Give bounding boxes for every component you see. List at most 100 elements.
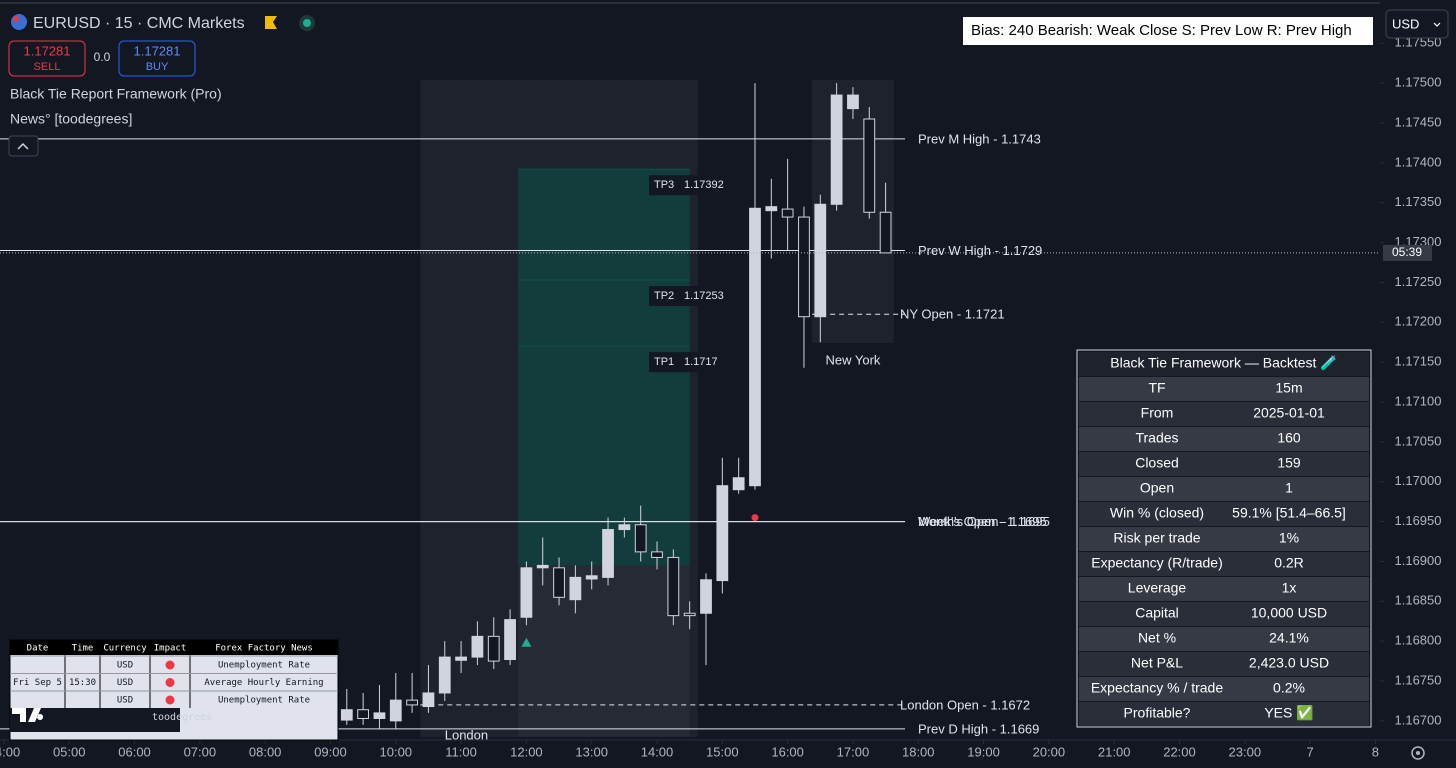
level-label: Prev D High - 1.1669	[918, 721, 1039, 736]
backtest-title-bg	[1079, 352, 1369, 376]
candle-body	[471, 635, 484, 658]
candle-body	[863, 118, 876, 213]
candle-body	[406, 699, 418, 706]
indicator-name[interactable]: Black Tie Report Framework (Pro)	[10, 86, 222, 102]
news-cell: Unemployment Rate	[218, 696, 310, 706]
indicator-name[interactable]: News° [toodegrees]	[10, 111, 132, 127]
backtest-value: 10,000 USD	[1251, 605, 1327, 621]
y-tick-label: 1.17500	[1395, 75, 1442, 90]
x-tick-label: 07:00	[184, 744, 217, 759]
chevron-icon	[17, 142, 29, 150]
sell-signal	[751, 514, 759, 522]
status-dot	[303, 19, 311, 27]
backtest-label: Open	[1140, 480, 1174, 496]
settings-icon	[1416, 751, 1420, 755]
price-axis	[1380, 0, 1456, 768]
level-label: Month's Open - 1.1695	[918, 514, 1050, 529]
y-tick-label: 1.17450	[1395, 114, 1442, 129]
backtest-label: Risk per trade	[1113, 530, 1200, 546]
x-tick-label: 09:00	[314, 744, 347, 759]
backtest-row	[1079, 402, 1369, 426]
candle-body	[373, 712, 386, 719]
plot-area	[0, 79, 1380, 737]
backtest-row	[1079, 377, 1369, 401]
backtest-title: Black Tie Framework — Backtest 🧪	[1110, 355, 1338, 372]
symbol-title: EURUSD · 15 · CMC Markets	[33, 15, 245, 32]
bias-text: Bias: 240 Bearish: Weak Close S: Prev Lo…	[971, 22, 1352, 39]
symbol-logo	[11, 14, 27, 30]
sell-label[interactable]: SELL	[34, 61, 61, 73]
x-tick-label: 12:00	[510, 744, 543, 759]
x-tick-label: 8	[1372, 744, 1379, 759]
y-tick-label: 1.16850	[1395, 593, 1442, 608]
y-tick-label: 1.17150	[1395, 354, 1442, 369]
backtest-value: 59.1% [51.4–66.5]	[1232, 505, 1346, 521]
backtest-row	[1079, 627, 1369, 651]
y-tick-label: 1.17350	[1395, 194, 1442, 209]
target-price: 1.17392	[684, 179, 724, 191]
target-tag	[649, 286, 729, 307]
backtest-value: 159	[1277, 455, 1301, 471]
candle-body	[553, 567, 565, 598]
buy-price[interactable]: 1.17281	[134, 43, 181, 58]
backtest-label: Win % (closed)	[1110, 505, 1204, 521]
axes: 1.16700 1.16750 1.16800 1.16850 1.16900 1.169…	[0, 35, 1442, 760]
backtest-value: 1%	[1279, 530, 1299, 546]
target-name: TP3	[654, 179, 674, 191]
backtest-row	[1079, 477, 1369, 501]
candle-body	[814, 203, 827, 318]
x-tick-label: 19:00	[967, 744, 1000, 759]
dropdown-icon	[1433, 22, 1441, 27]
session-label: London	[445, 727, 488, 742]
countdown: 05:39	[1392, 245, 1422, 259]
backtest-row	[1079, 427, 1369, 451]
news-watermark: toodegrees	[152, 712, 212, 723]
x-tick-label: 21:00	[1098, 744, 1131, 759]
candle-body	[700, 579, 712, 614]
candle-body	[765, 206, 778, 212]
sell-button[interactable]	[8, 40, 86, 77]
backtest-value: 15m	[1275, 380, 1302, 396]
overlays: Prev M High - 1.1743 Prev W High - 1.1729…	[9, 131, 1372, 742]
news-header-bg	[10, 640, 338, 655]
candle-body	[879, 211, 892, 254]
stop-zone	[518, 565, 690, 737]
buy-label[interactable]: BUY	[146, 61, 169, 73]
candle-body	[618, 524, 631, 531]
news-header: Date	[27, 644, 49, 654]
y-tick-label: 1.16900	[1395, 553, 1442, 568]
candle-body	[634, 524, 647, 553]
buy-button[interactable]	[118, 40, 196, 77]
level-label: NY Open - 1.1721	[900, 307, 1005, 322]
backtest-label: Net %	[1138, 630, 1176, 646]
candle-body	[830, 94, 843, 205]
candle-body	[716, 485, 729, 582]
currency-label[interactable]: USD	[1392, 16, 1419, 31]
candle-body	[389, 699, 402, 722]
backtest-label: Capital	[1135, 605, 1179, 621]
x-tick-label: 18:00	[902, 744, 935, 759]
target-tag	[649, 175, 729, 196]
x-tick-label: 13:00	[575, 744, 608, 759]
candle-body	[487, 635, 500, 662]
x-tick-label: 20:00	[1033, 744, 1066, 759]
backtest-row	[1079, 677, 1369, 701]
news-header: Time	[72, 644, 94, 654]
candle-body	[781, 208, 794, 218]
news-header: Forex Factory News	[215, 644, 313, 654]
level-label: Prev W High - 1.1729	[918, 243, 1042, 258]
target-name: TP1	[654, 356, 674, 368]
collapse-button[interactable]	[8, 135, 39, 157]
backtest-label: Trades	[1135, 430, 1178, 446]
currency-select[interactable]	[1385, 9, 1449, 39]
buy-signal	[521, 637, 532, 647]
backtest-value: 1	[1285, 480, 1293, 496]
backtest-value: 24.1%	[1269, 630, 1309, 646]
y-tick-label: 1.16800	[1395, 633, 1442, 648]
backtest-value: YES ✅	[1264, 705, 1313, 722]
candle-body	[504, 619, 516, 660]
settings-icon[interactable]	[1411, 746, 1425, 760]
news-cell: Unemployment Rate	[218, 661, 310, 671]
sell-price[interactable]: 1.17281	[24, 43, 71, 58]
candle-body	[602, 529, 614, 578]
